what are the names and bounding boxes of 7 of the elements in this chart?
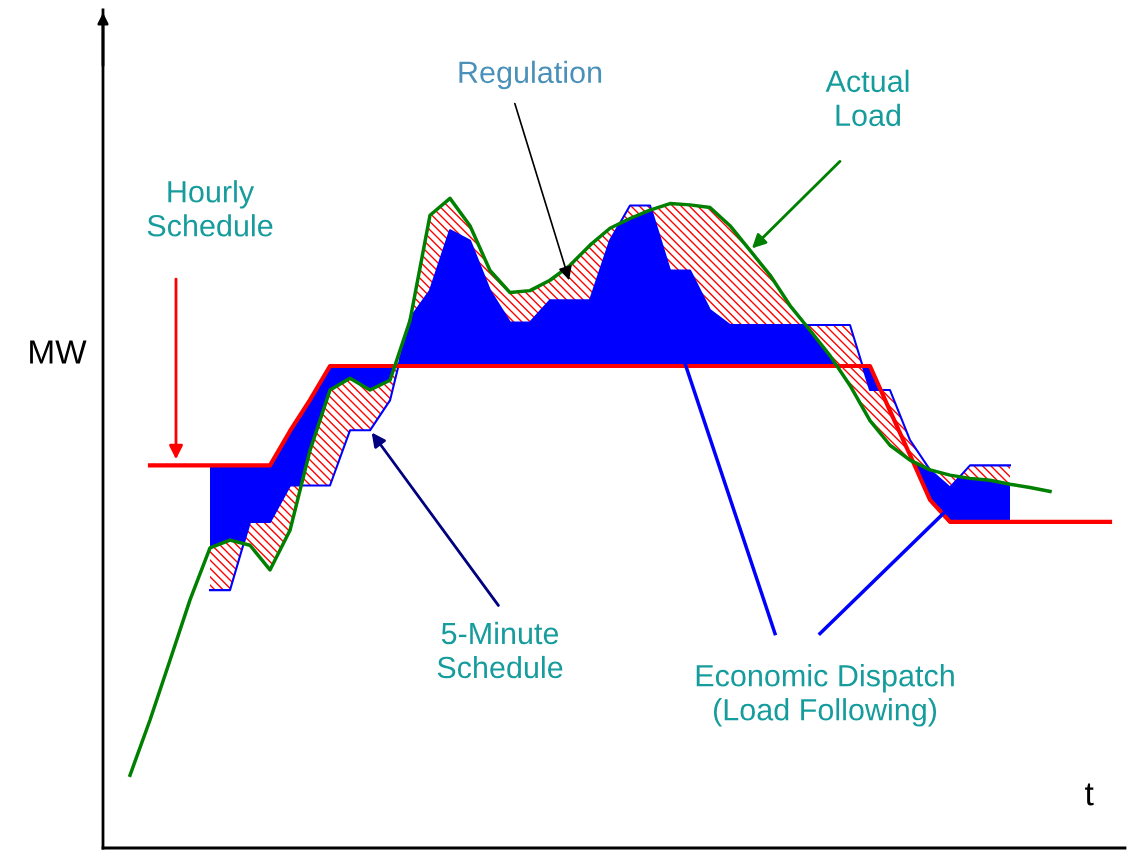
text: Regulation: [459, 60, 602, 90]
annotation: Hourly Schedule: [147, 180, 273, 237]
y-axis-title: MW: [30, 340, 87, 364]
annotation: 5-Minute Schedule: [437, 621, 563, 679]
annotation: Economic Dispatch (Load Following): [696, 664, 954, 727]
text: Actual Load: [825, 69, 909, 127]
x-axis-title: t: [1085, 783, 1094, 806]
